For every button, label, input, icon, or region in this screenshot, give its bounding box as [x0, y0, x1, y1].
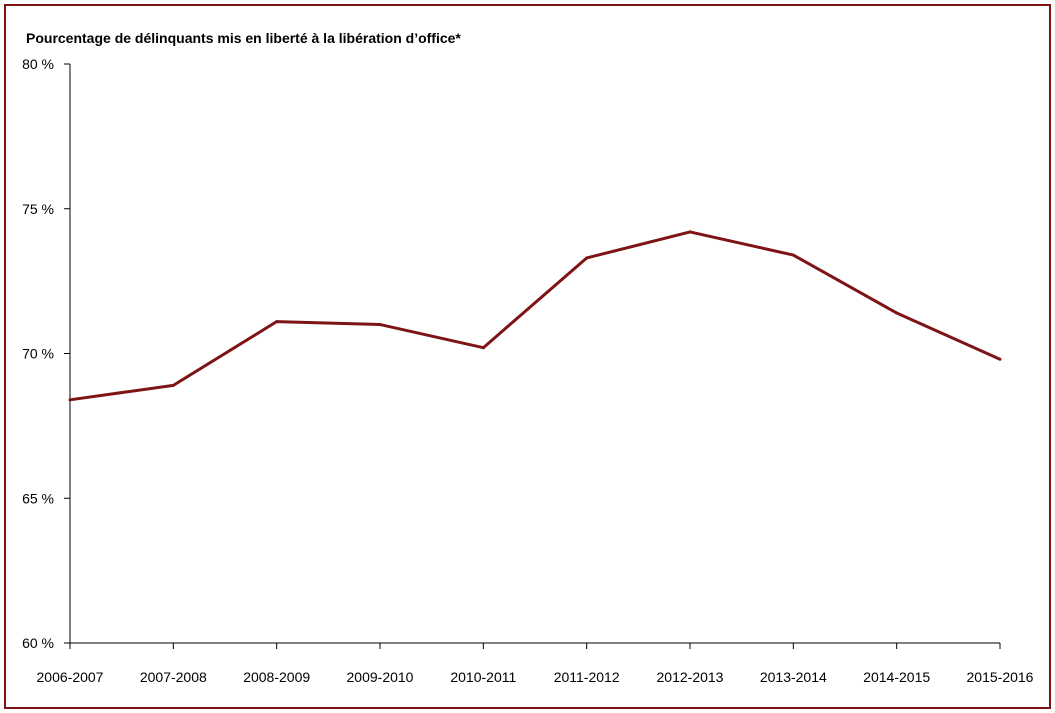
y-tick-label: 80 %	[22, 56, 54, 72]
y-tick-label: 70 %	[22, 346, 54, 362]
data-point	[791, 253, 795, 257]
y-tick-label: 60 %	[22, 635, 54, 651]
x-tick-label: 2014-2015	[863, 669, 930, 685]
data-point	[68, 398, 72, 402]
x-tick-label: 2013-2014	[760, 669, 827, 685]
data-point	[895, 311, 899, 315]
y-ticks: 60 % 65 % 70 % 75 % 80 %	[22, 56, 70, 651]
y-tick-label: 65 %	[22, 490, 54, 506]
chart-frame	[4, 4, 1051, 709]
chart-title: Pourcentage de délinquants mis en libert…	[26, 30, 461, 46]
data-point	[378, 323, 382, 327]
data-point	[275, 320, 279, 324]
x-tick-label: 2012-2013	[657, 669, 724, 685]
x-tick-label: 2008-2009	[243, 669, 310, 685]
data-point	[998, 357, 1002, 361]
x-tick-label: 2009-2010	[347, 669, 414, 685]
x-tick-label: 2007-2008	[140, 669, 207, 685]
x-tick-label: 2015-2016	[967, 669, 1034, 685]
axes	[69, 64, 1000, 644]
x-tick-label: 2011-2012	[554, 669, 620, 685]
data-point	[688, 230, 692, 234]
data-point	[481, 346, 485, 350]
series-group	[68, 230, 1002, 402]
data-point	[171, 383, 175, 387]
data-point	[585, 256, 589, 260]
series-line	[69, 230, 1001, 402]
x-tick-label: 2006-2007	[37, 669, 104, 685]
y-tick-label: 75 %	[22, 201, 54, 217]
x-tick-label: 2010-2011	[450, 669, 516, 685]
x-ticks: 2006-2007 2007-2008 2008-2009 2009-2010 2010…	[37, 643, 1034, 685]
